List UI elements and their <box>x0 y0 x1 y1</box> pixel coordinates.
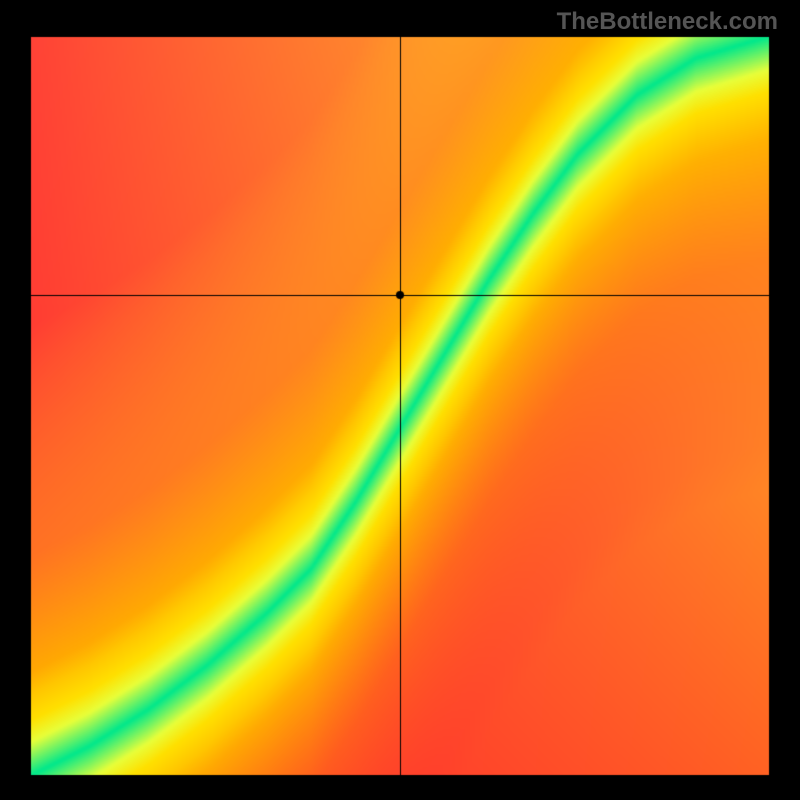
bottleneck-heatmap <box>0 0 800 800</box>
watermark-text: TheBottleneck.com <box>557 8 778 36</box>
